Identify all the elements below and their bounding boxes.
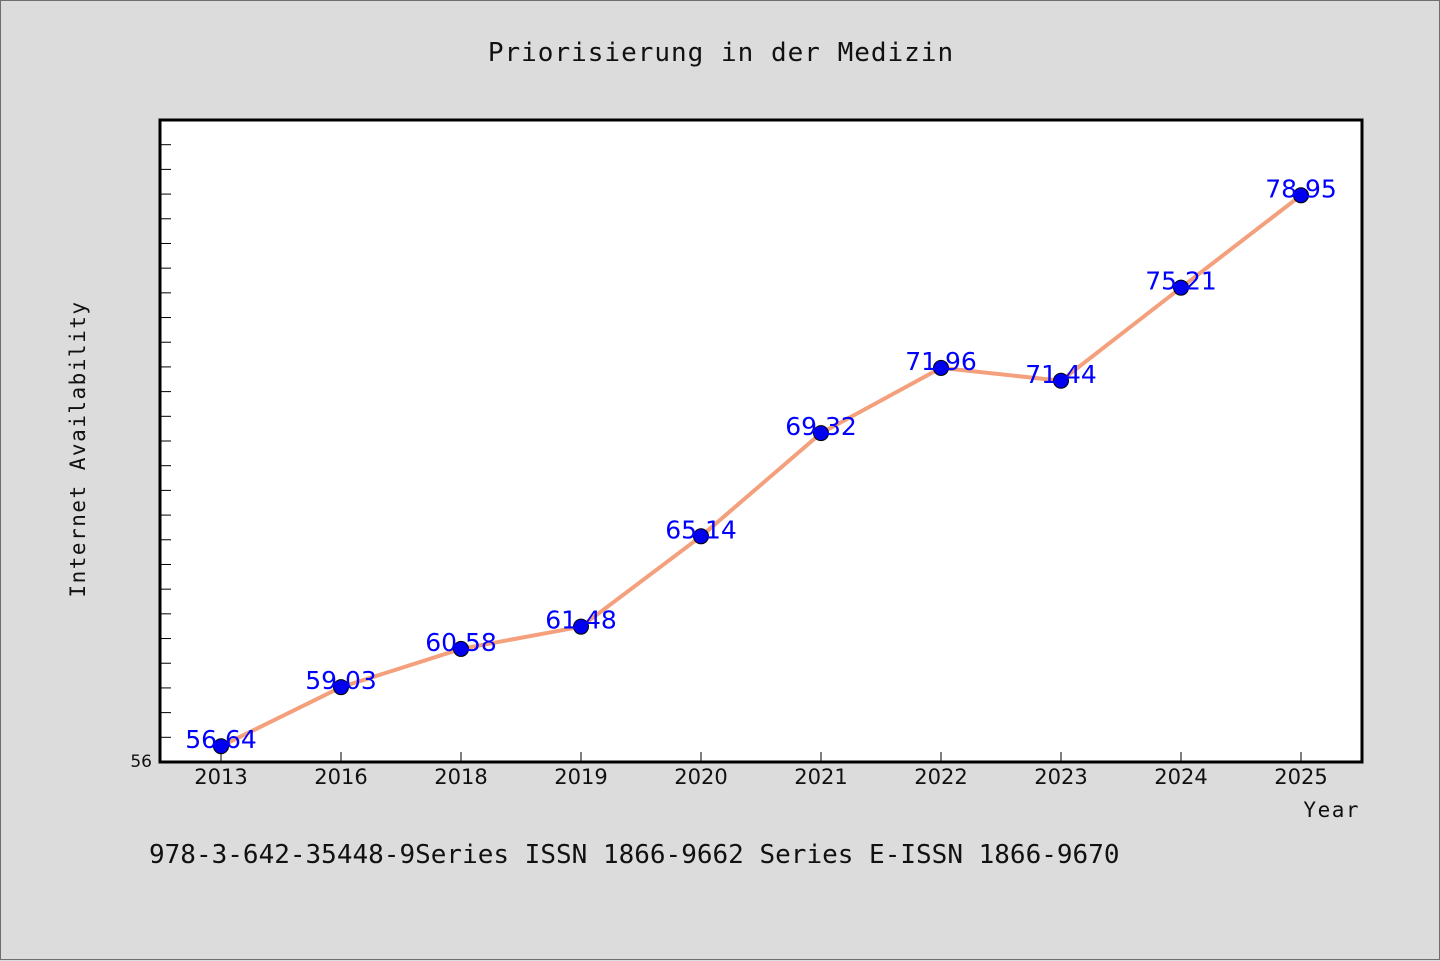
data-label: 75.21 bbox=[1145, 267, 1217, 296]
x-tick-label: 2023 bbox=[1034, 765, 1087, 789]
chart-title: Priorisierung in der Medizin bbox=[488, 38, 954, 68]
footer-isbn-text: 978-3-642-35448-9Series ISSN 1866-9662 S… bbox=[149, 840, 1120, 870]
plot-area bbox=[158, 118, 1364, 764]
series-layer bbox=[213, 187, 1309, 755]
data-point bbox=[813, 425, 829, 442]
x-tick-label: 2022 bbox=[914, 765, 967, 789]
data-point bbox=[573, 618, 589, 635]
data-point bbox=[453, 640, 469, 657]
data-label: 71.96 bbox=[905, 347, 977, 376]
data-point bbox=[1053, 372, 1069, 389]
x-tick-label: 2019 bbox=[554, 765, 607, 789]
data-label: 56.64 bbox=[185, 725, 257, 754]
x-tick-label: 2024 bbox=[1154, 765, 1207, 789]
x-tick-label: 2016 bbox=[314, 765, 367, 789]
x-axis-label: Year bbox=[1303, 798, 1360, 822]
data-label: 59.03 bbox=[305, 666, 377, 695]
x-tick-label: 2018 bbox=[434, 765, 487, 789]
data-point bbox=[213, 738, 229, 755]
x-axis-ticks: 2013 2016 2018 2019 2020 2021 2022 2023 2024 2025 bbox=[194, 752, 1328, 789]
data-point bbox=[333, 679, 349, 696]
data-label: 60.58 bbox=[425, 628, 497, 657]
y-axis-ticks bbox=[160, 144, 171, 738]
series-line bbox=[219, 193, 1303, 749]
data-label: 65.14 bbox=[665, 515, 737, 544]
x-tick-label: 2013 bbox=[194, 765, 247, 789]
y-axis-min-label: 56 bbox=[130, 752, 152, 772]
y-axis-label: Internet Availability bbox=[66, 300, 90, 597]
data-labels: 56.64 59.03 60.58 61.48 65.14 69.32 71.96 71.44… bbox=[185, 174, 1337, 754]
data-label: 69.32 bbox=[785, 412, 857, 441]
data-label: 61.48 bbox=[545, 606, 617, 635]
data-point bbox=[933, 359, 949, 376]
x-tick-label: 2020 bbox=[674, 765, 727, 789]
data-point bbox=[1293, 187, 1309, 204]
data-point bbox=[693, 528, 709, 545]
x-tick-label: 2021 bbox=[794, 765, 847, 789]
data-point bbox=[1173, 279, 1189, 296]
data-label: 71.44 bbox=[1025, 360, 1097, 389]
data-label: 78.95 bbox=[1265, 174, 1337, 203]
x-tick-label: 2025 bbox=[1274, 765, 1327, 789]
